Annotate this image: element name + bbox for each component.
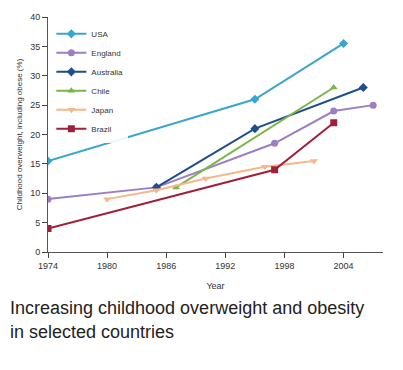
svg-text:England: England <box>91 49 120 58</box>
svg-text:1992: 1992 <box>215 261 235 271</box>
svg-text:Year: Year <box>206 281 224 291</box>
svg-text:Australia: Australia <box>91 68 123 77</box>
svg-text:40: 40 <box>30 12 40 22</box>
svg-text:1998: 1998 <box>274 261 294 271</box>
svg-text:5: 5 <box>35 218 40 228</box>
html-text:Increasing childhood overweigh: Increasing childhood overweight and obes… <box>10 298 365 342</box>
svg-text:1986: 1986 <box>156 261 176 271</box>
svg-text:1974: 1974 <box>38 261 58 271</box>
svg-text:Childhood overweight, includin: Childhood overweight, including obese (%… <box>15 58 24 210</box>
svg-text:25: 25 <box>30 100 40 110</box>
svg-text:1980: 1980 <box>97 261 117 271</box>
svg-text:10: 10 <box>30 188 40 198</box>
svg-text:Japan: Japan <box>91 106 113 115</box>
svg-text:Chile: Chile <box>91 87 110 96</box>
svg-text:0: 0 <box>35 247 40 257</box>
svg-text:2004: 2004 <box>334 261 354 271</box>
svg-text:35: 35 <box>30 42 40 52</box>
svg-text:USA: USA <box>91 30 108 39</box>
svg-text:20: 20 <box>30 130 40 140</box>
svg-text:15: 15 <box>30 159 40 169</box>
svg-text:Brazil: Brazil <box>91 125 111 134</box>
svg-text:30: 30 <box>30 71 40 81</box>
